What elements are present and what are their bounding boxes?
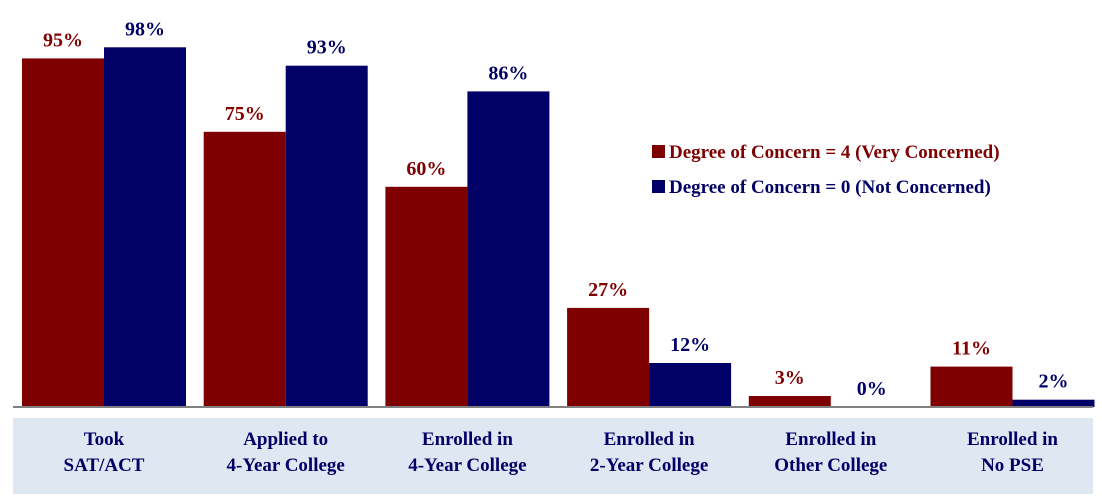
- category-label-5-line-1: Enrolled in: [785, 429, 876, 450]
- bar-series-2-cat-2: [285, 65, 368, 407]
- value-label-series-1-cat-4: 27%: [588, 279, 628, 301]
- value-label-series-2-cat-3: 86%: [488, 62, 528, 84]
- value-labels-layer: 95% 98% 75% 93% 60% 86% 27% 12% 3% 0% 11% 2%: [43, 18, 1069, 400]
- category-labels-layer: Took SAT/ACT Applied to 4-Year College Enrol…: [64, 429, 1059, 476]
- bar-series-1-cat-2: [203, 131, 286, 408]
- bar-series-2-cat-6: [1012, 399, 1095, 407]
- category-label-5-line-2: Other College: [774, 455, 887, 476]
- legend: Degree of Concern = 4 (Very Concerned) D…: [652, 142, 1000, 198]
- value-label-series-2-cat-2: 93%: [307, 37, 347, 59]
- category-label-3-line-2: 4-Year College: [408, 455, 526, 476]
- category-label-2-line-1: Applied to: [243, 429, 328, 450]
- value-label-series-1-cat-2: 75%: [225, 103, 265, 125]
- category-label-4-line-2: 2-Year College: [590, 455, 708, 476]
- legend-swatch-series-2: [652, 180, 665, 193]
- value-label-series-1-cat-6: 11%: [952, 338, 991, 360]
- legend-label-series-1: Degree of Concern = 4 (Very Concerned): [669, 142, 1000, 163]
- value-label-series-1-cat-1: 95%: [43, 29, 83, 51]
- category-label-2-line-2: 4-Year College: [227, 455, 345, 476]
- legend-swatch-series-1: [652, 145, 665, 158]
- bar-series-2-cat-4: [649, 363, 732, 407]
- legend-label-series-2: Degree of Concern = 0 (Not Concerned): [669, 177, 991, 198]
- category-label-1-line-2: SAT/ACT: [64, 455, 145, 476]
- category-label-4-line-1: Enrolled in: [604, 429, 695, 450]
- category-label-6-line-2: No PSE: [981, 455, 1044, 476]
- value-label-series-2-cat-5: 0%: [857, 378, 887, 400]
- value-label-series-2-cat-1: 98%: [125, 18, 165, 40]
- bar-series-1-cat-1: [22, 58, 104, 408]
- bar-series-1-cat-3: [385, 186, 468, 407]
- bars-layer: [22, 47, 1095, 408]
- value-label-series-2-cat-4: 12%: [670, 334, 710, 356]
- value-label-series-2-cat-6: 2%: [1039, 371, 1069, 393]
- bar-series-1-cat-4: [567, 307, 650, 407]
- bar-series-1-cat-6: [930, 366, 1013, 407]
- bar-series-2-cat-1: [104, 47, 186, 408]
- value-label-series-1-cat-3: 60%: [406, 158, 446, 180]
- value-label-series-1-cat-5: 3%: [775, 367, 805, 389]
- bar-series-1-cat-5: [748, 396, 831, 407]
- bar-series-2-cat-3: [467, 91, 550, 408]
- category-label-1-line-1: Took: [84, 429, 125, 450]
- category-band: [13, 418, 1093, 494]
- category-label-6-line-1: Enrolled in: [967, 429, 1058, 450]
- category-label-3-line-1: Enrolled in: [422, 429, 513, 450]
